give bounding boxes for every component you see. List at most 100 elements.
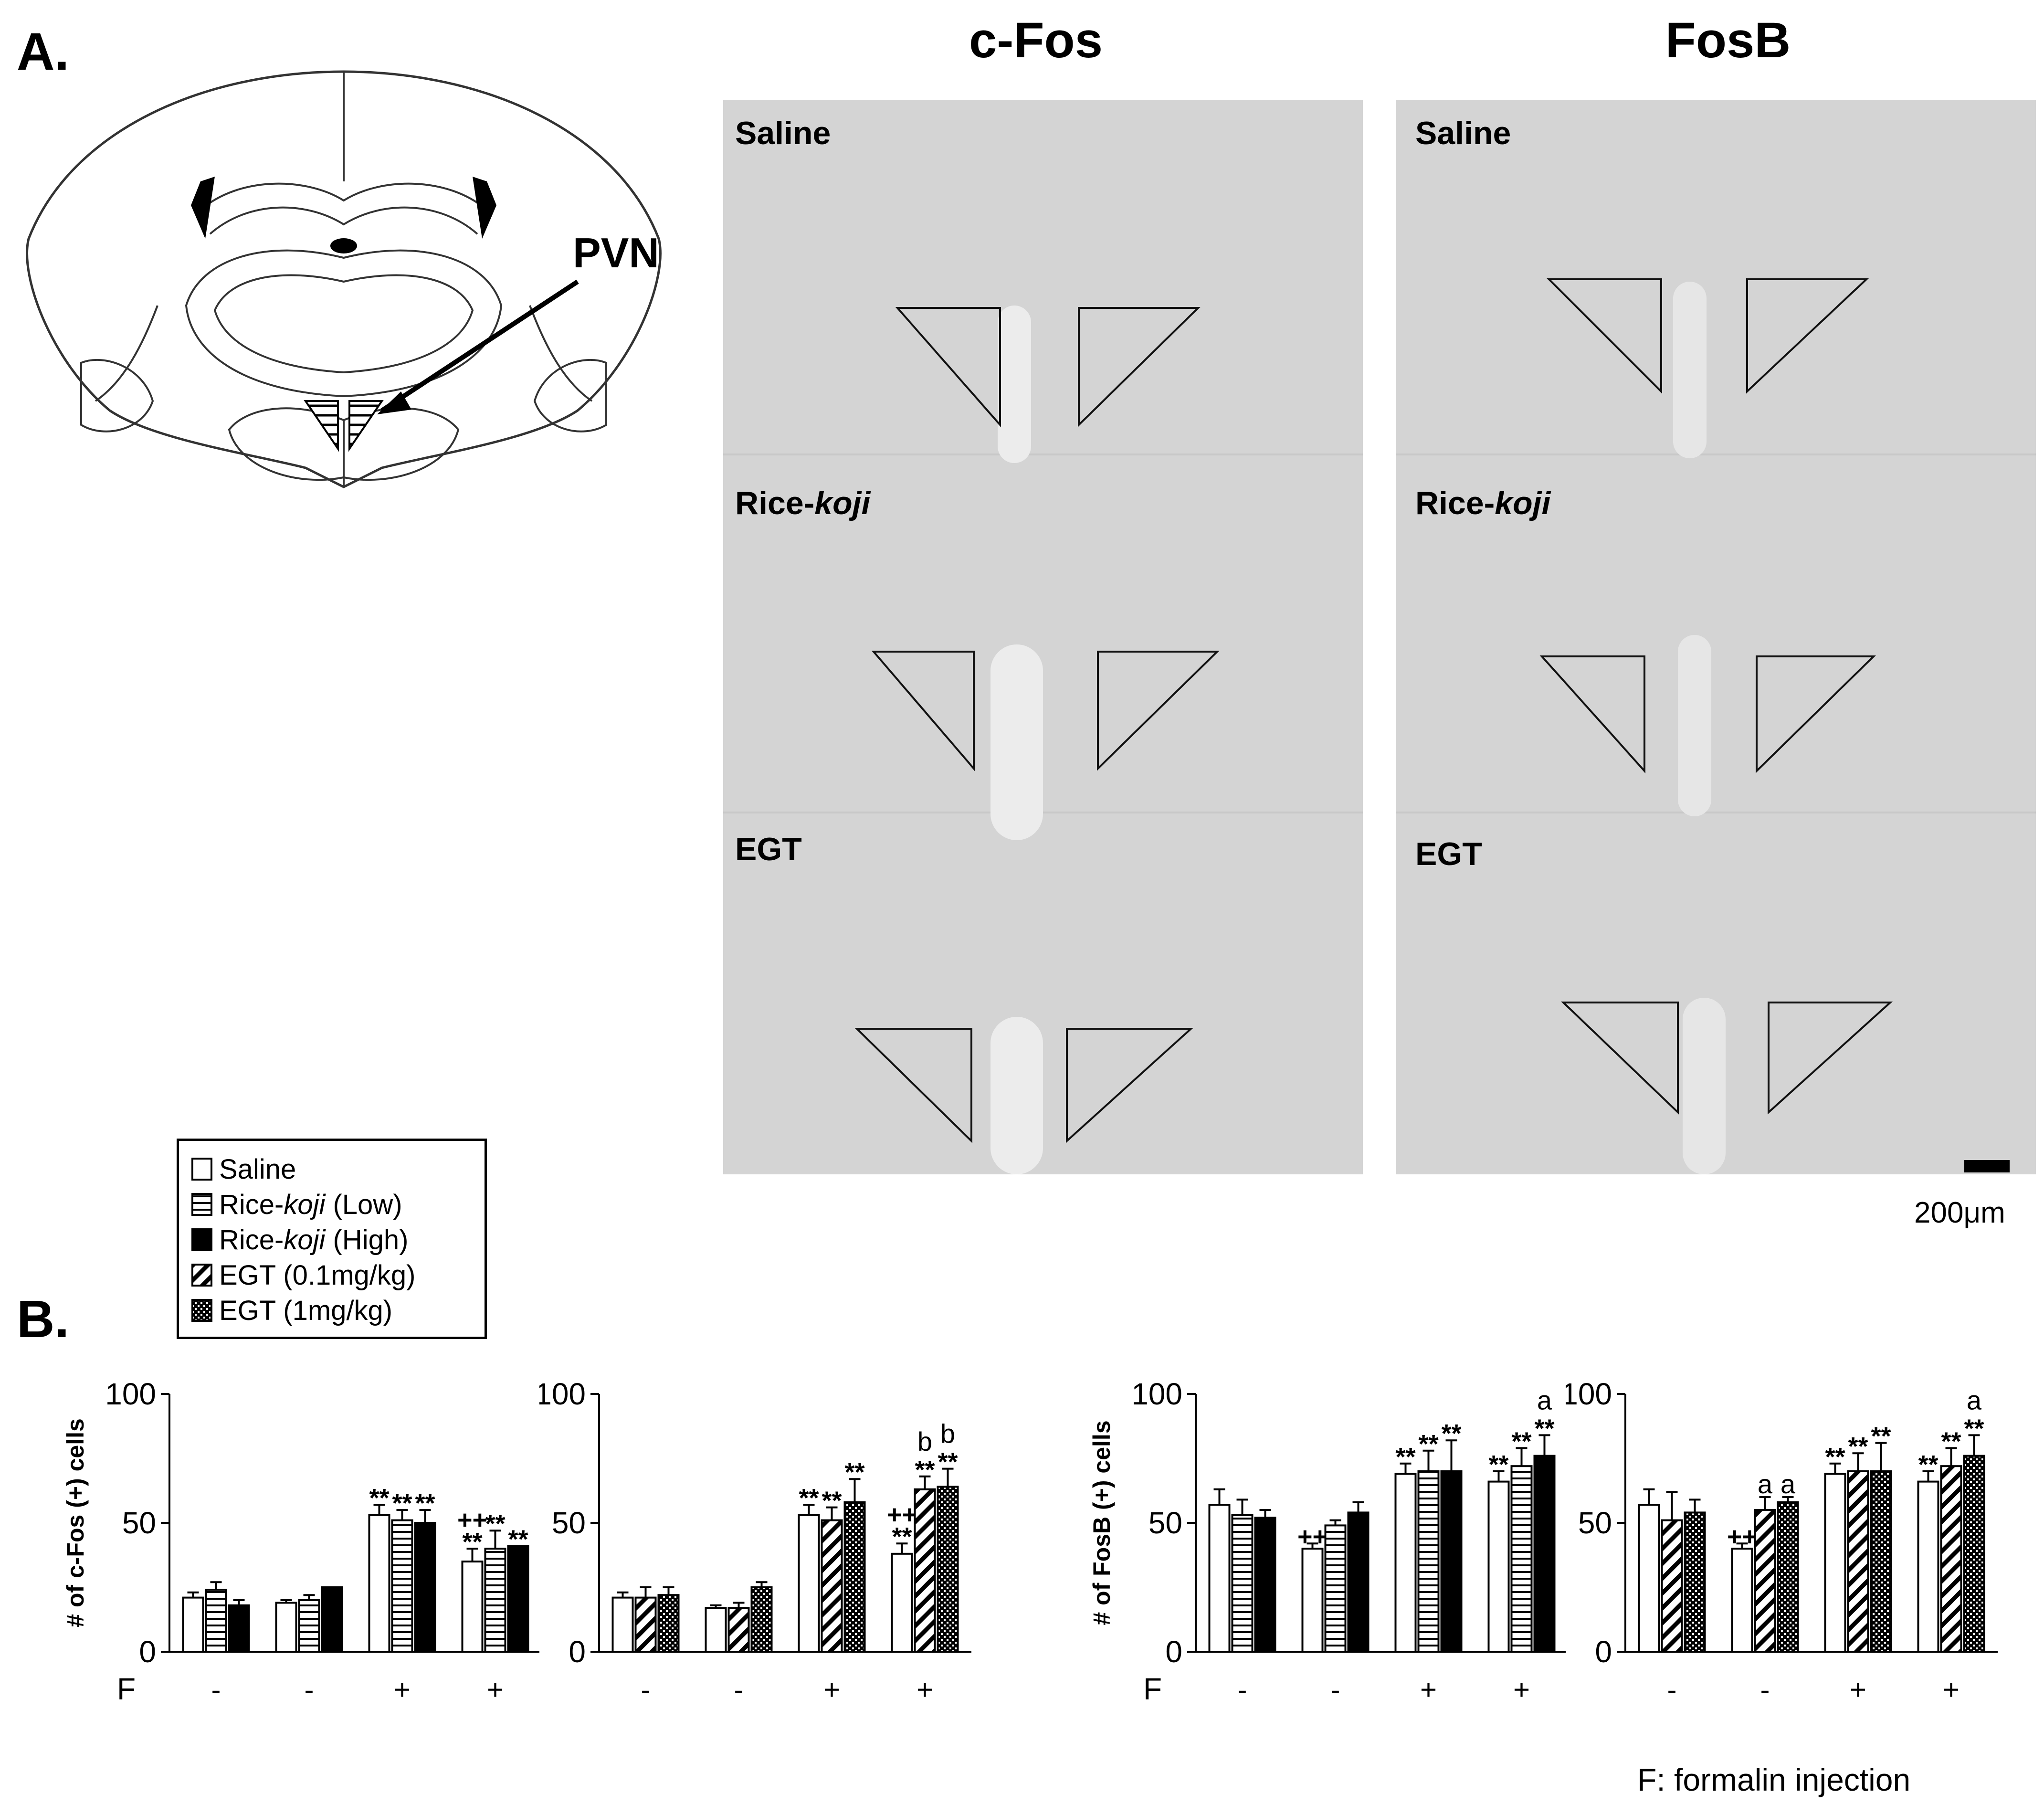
y-tick-label: 50 [122, 1506, 156, 1540]
y-tick-label: 100 [1131, 1377, 1182, 1411]
y-axis-label: # of FosB (+) cells [1088, 1420, 1115, 1625]
bar [634, 1596, 657, 1653]
bar [891, 1552, 913, 1653]
cfos-label-saline: Saline [735, 115, 831, 151]
significance-mark: ** [1441, 1419, 1461, 1448]
bar [1231, 1514, 1254, 1653]
significance-mark: ** [1871, 1422, 1891, 1451]
row-label-f: F [1143, 1672, 1162, 1706]
f-sign: + [487, 1674, 504, 1706]
significance-mark: ** [844, 1458, 864, 1487]
significance-mark: ** [1395, 1443, 1415, 1471]
f-sign: + [917, 1674, 933, 1706]
y-tick-label: 100 [539, 1377, 586, 1411]
y-axis-label: # of c-Fos (+) cells [62, 1418, 89, 1627]
bar [798, 1514, 820, 1653]
bar [937, 1486, 959, 1653]
cfos-label-egt: EGT [735, 831, 802, 867]
fst-sign: + [917, 1712, 933, 1719]
bar [1684, 1511, 1706, 1653]
significance-mark: ** [1488, 1450, 1508, 1479]
f-sign: + [823, 1674, 840, 1706]
legend-item-3: EGT (0.1mg/kg) [191, 1257, 472, 1293]
significance-mark: ** [822, 1487, 842, 1515]
bar [821, 1519, 843, 1653]
bar [298, 1599, 320, 1653]
bar [228, 1604, 250, 1653]
fst-sign: - [641, 1712, 651, 1719]
legend-label: Saline [219, 1153, 296, 1185]
bar [1347, 1511, 1370, 1653]
panel-a-label: A. [17, 22, 69, 81]
f-sign: + [1943, 1674, 1960, 1706]
bar [1754, 1509, 1776, 1653]
y-tick-label: 0 [569, 1635, 586, 1669]
bar [205, 1589, 227, 1653]
significance-mark: ** [915, 1456, 935, 1484]
row-label-fst: FST [1124, 1714, 1182, 1719]
f-sign: - [1760, 1674, 1770, 1706]
significance-mark: ** [392, 1489, 412, 1518]
legend-item-1: Rice-koji (Low) [191, 1187, 472, 1222]
significance-mark: ** [462, 1528, 482, 1556]
bar [391, 1519, 413, 1653]
f-sign: - [305, 1674, 314, 1706]
fst-sign: - [1424, 1712, 1433, 1719]
f-sign: - [1238, 1674, 1247, 1706]
fst-sign: + [1513, 1712, 1530, 1719]
bar [1870, 1470, 1892, 1653]
bar [1487, 1480, 1510, 1653]
bar [914, 1488, 936, 1653]
panel-b-label: B. [17, 1290, 69, 1349]
bar [1777, 1501, 1799, 1653]
row-label-f: F [117, 1672, 136, 1706]
bar [705, 1607, 727, 1653]
brain-schematic: PVN [26, 70, 662, 488]
bar [1533, 1455, 1556, 1653]
f-sign: + [1850, 1674, 1866, 1706]
bar [1661, 1519, 1683, 1653]
pvn-label: PVN [573, 229, 659, 276]
row-label-fst: FST [98, 1714, 156, 1719]
fst-sign: - [1238, 1712, 1247, 1719]
significance-mark: ** [892, 1522, 912, 1551]
fst-sign: + [1757, 1712, 1773, 1719]
bar [1417, 1470, 1440, 1653]
bar [1440, 1470, 1463, 1653]
significance-mark: ** [1964, 1414, 1984, 1443]
scale-bar [1964, 1160, 2010, 1172]
cfos-column-title: c-Fos [969, 12, 1103, 68]
significance-mark: ** [1848, 1432, 1868, 1461]
significance-mark: ++ [1727, 1522, 1757, 1551]
significance-mark: ** [1941, 1427, 1961, 1456]
legend-label: EGT (0.1mg/kg) [219, 1259, 416, 1291]
scale-bar-label: 200μm [1914, 1196, 2005, 1229]
f-sign: - [1667, 1674, 1677, 1706]
y-tick-label: 100 [105, 1377, 156, 1411]
bar [275, 1602, 297, 1653]
fosb-label-egt: EGT [1415, 836, 1482, 872]
footnote: F: formalin injection [1637, 1762, 1911, 1797]
y-tick-label: 0 [1165, 1635, 1182, 1669]
significance-mark: a [1537, 1385, 1552, 1415]
legend-swatch-solid [191, 1228, 212, 1251]
bar [843, 1501, 866, 1653]
bar [1510, 1465, 1533, 1653]
significance-mark: ** [938, 1448, 958, 1477]
legend-swatch-open [191, 1158, 212, 1181]
significance-mark: a [1758, 1469, 1773, 1499]
fosb-label-rice-koji: Rice-koji [1415, 485, 1551, 521]
significance-mark: ** [508, 1525, 528, 1554]
y-tick-label: 50 [1148, 1506, 1182, 1540]
cfos-micrograph: Saline Rice-koji EGT [723, 100, 1363, 1174]
significance-mark: ** [415, 1489, 435, 1518]
bar [1731, 1548, 1753, 1653]
bar [1301, 1548, 1324, 1653]
fst-sign: + [487, 1712, 504, 1719]
significance-mark: ++ [1297, 1522, 1328, 1551]
bar [461, 1561, 484, 1653]
bar [1940, 1465, 1962, 1653]
significance-mark: ** [1825, 1443, 1845, 1471]
bar [750, 1586, 773, 1653]
